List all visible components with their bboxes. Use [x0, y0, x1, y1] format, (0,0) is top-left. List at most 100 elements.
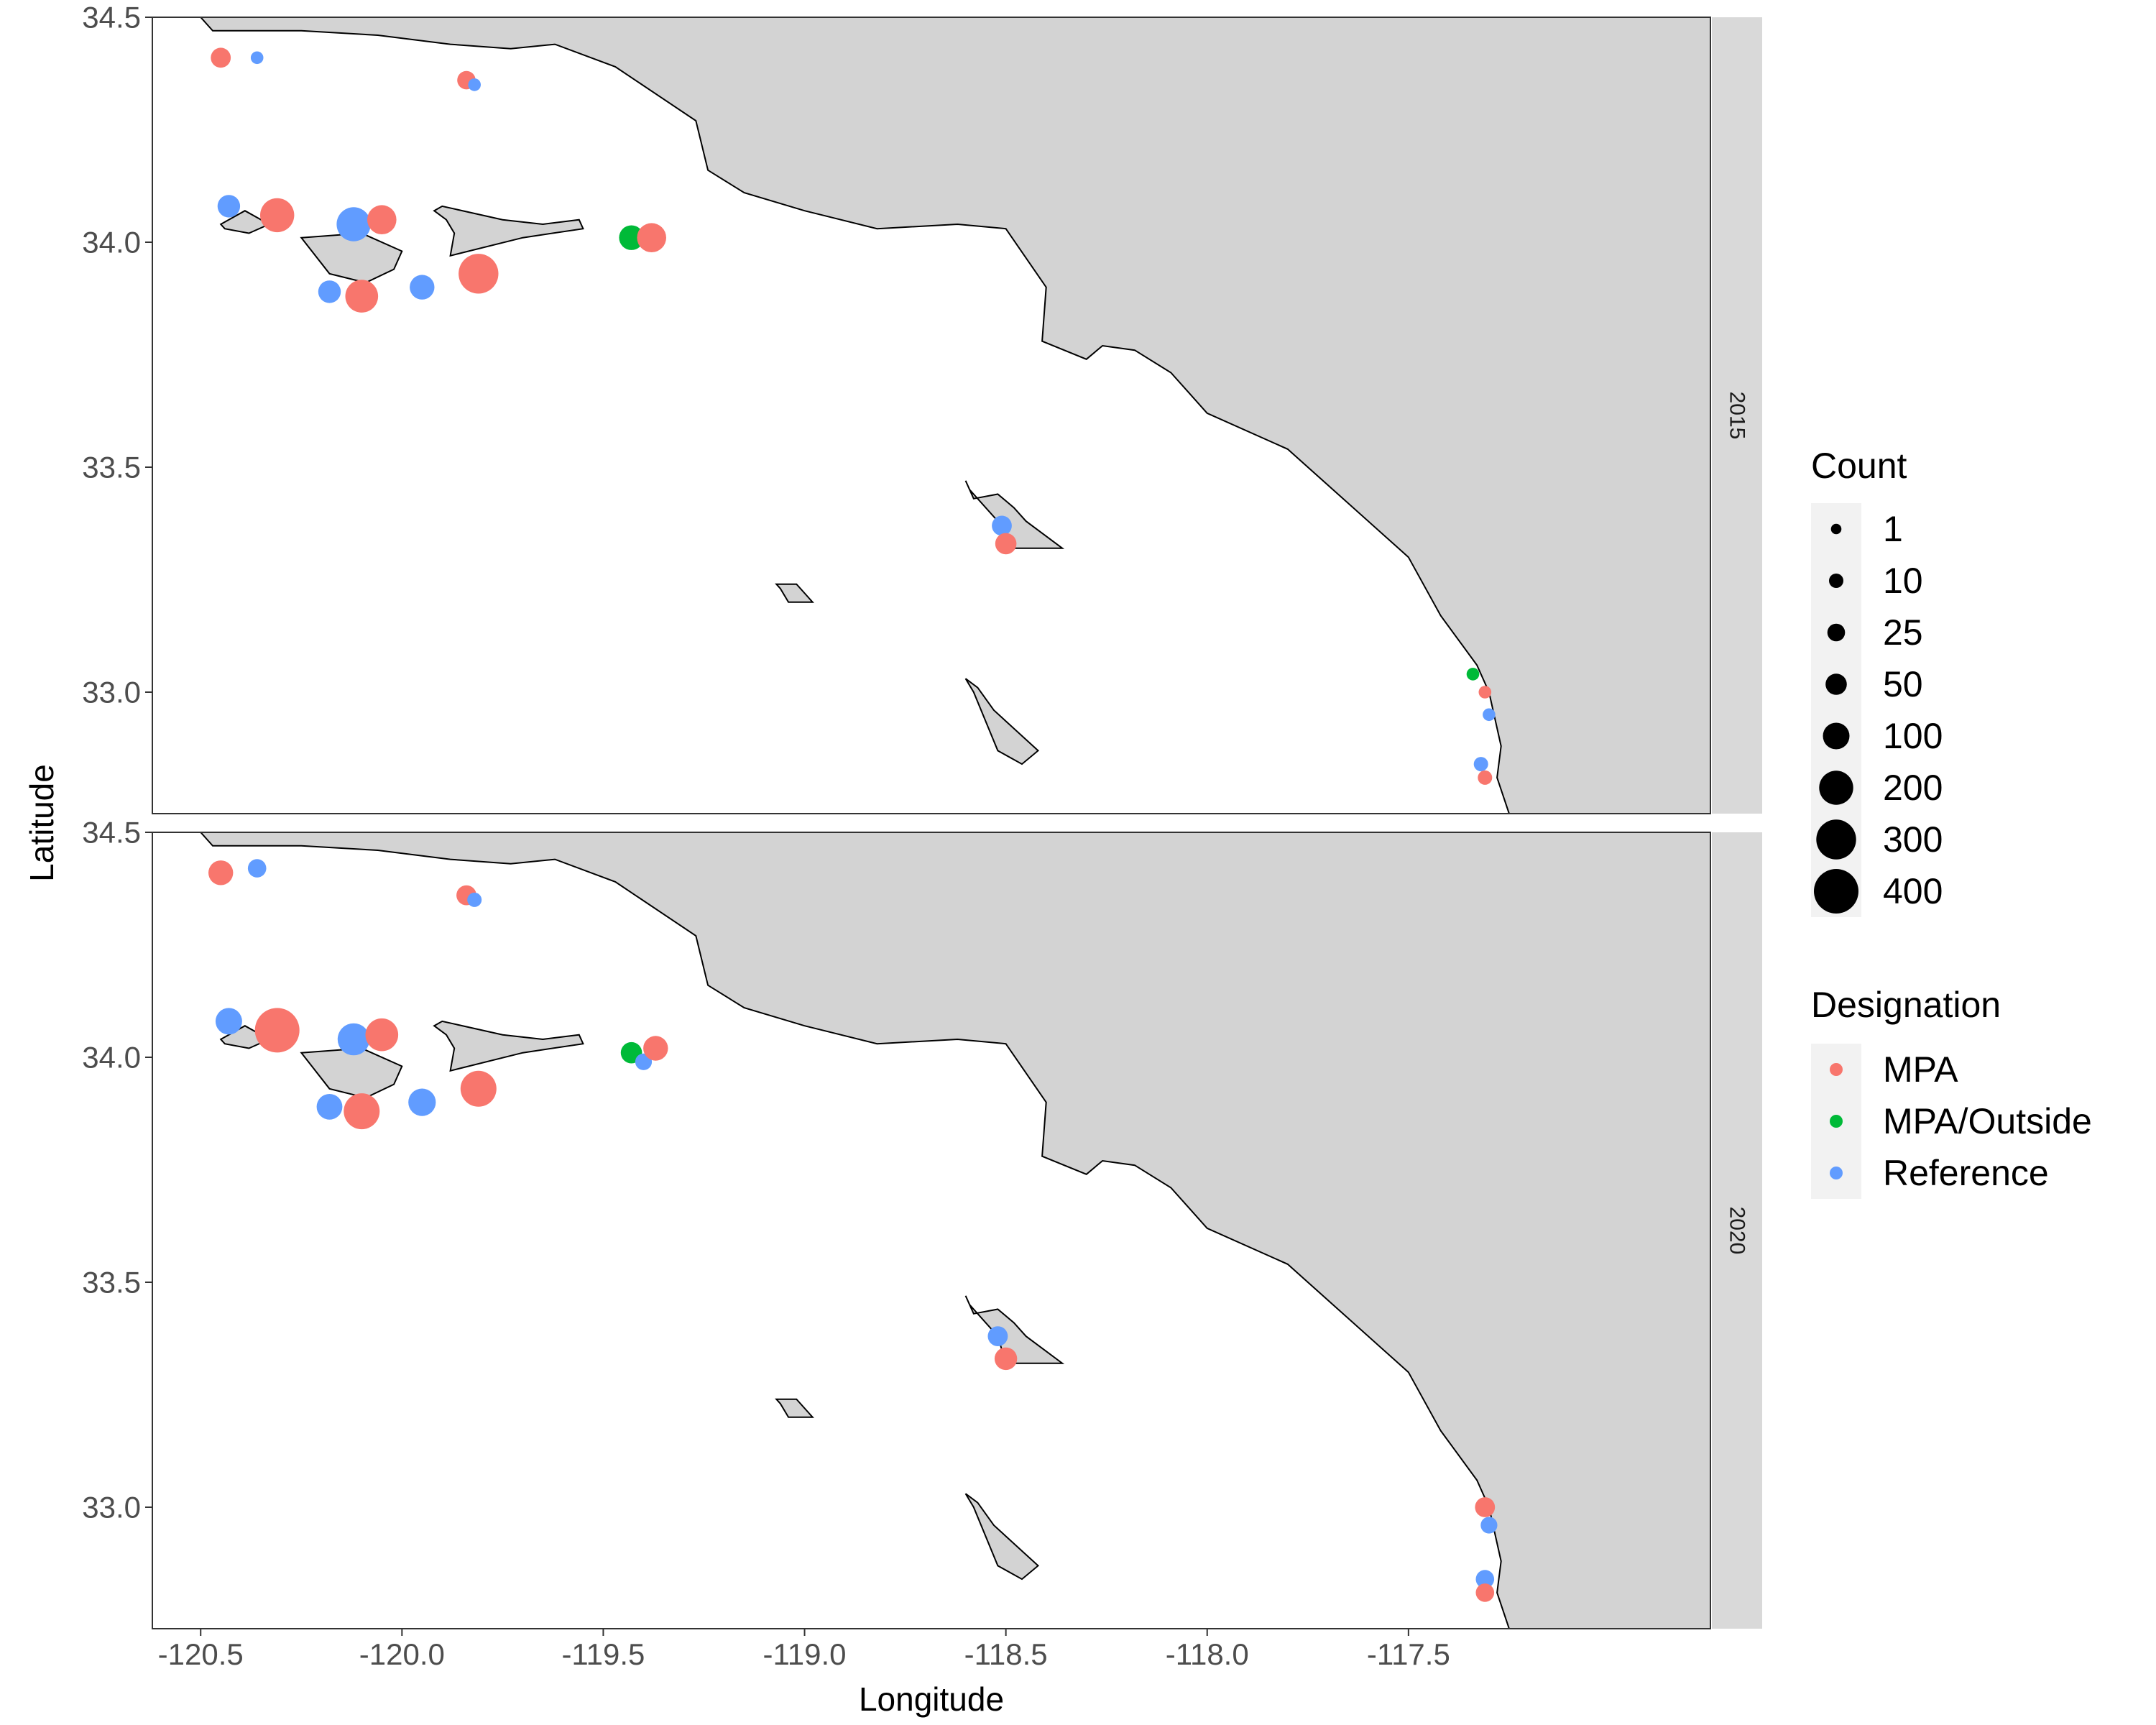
legend-size-label: 50: [1883, 664, 1923, 704]
point-reference: [217, 195, 241, 218]
y-axis-title: Latitude: [23, 764, 60, 882]
legend-title-designation: Designation: [1811, 985, 2001, 1025]
panel-border: [152, 17, 1711, 814]
santa-barbara-island: [775, 1398, 814, 1418]
point-reference: [316, 1094, 343, 1120]
point-reference: [1475, 1570, 1495, 1588]
point-reference: [336, 207, 371, 242]
x-tick-label: -119.5: [561, 1637, 645, 1671]
legend-size-key: [1830, 523, 1842, 535]
legend-size-label: 100: [1883, 716, 1943, 756]
point-reference: [1483, 708, 1496, 722]
x-tick-label: -117.5: [1367, 1637, 1450, 1671]
legend-size-key: [1823, 722, 1850, 750]
y-tick-label: 34.5: [82, 816, 141, 850]
legend-size-label: 400: [1883, 871, 1943, 911]
point-reference: [215, 1008, 242, 1035]
point-mpa: [211, 47, 231, 68]
data-points-2015: [211, 47, 1496, 785]
x-tick-label: -119.0: [763, 1637, 847, 1671]
y-tick-label: 33.0: [82, 675, 141, 709]
x-axis-title: Longitude: [859, 1680, 1004, 1718]
point-mpa: [1475, 1583, 1495, 1602]
legend-color-label: MPA: [1883, 1049, 1958, 1090]
san-miguel-island: [219, 1025, 271, 1049]
santa-catalina-island: [964, 480, 1065, 549]
facet-panel-2020: 2020 33.0 33.5 34.0 34.5: [82, 816, 1762, 1629]
point-mpa: [345, 280, 379, 313]
facet-strip-label: 2015: [1726, 392, 1749, 440]
point-mpa: [1478, 770, 1493, 785]
point-reference: [992, 515, 1012, 536]
point-reference: [410, 275, 435, 300]
legend-color-key: [1830, 1167, 1843, 1179]
legend-size-key: [1825, 673, 1847, 695]
facet-panel-2015: 2015 33.0 33.5 34.0 34.5: [82, 1, 1762, 814]
point-reference: [337, 1023, 370, 1056]
point-mpa: [208, 860, 234, 886]
panel-border: [152, 832, 1711, 1629]
point-mpa: [1475, 1497, 1496, 1517]
legend-size-label: 25: [1883, 612, 1923, 653]
point-mpa: [365, 1018, 399, 1052]
legend: Count 1 10 25 50 100 200 300 400 Designation MPA MP…: [1811, 446, 2092, 1199]
legend-color-key: [1830, 1115, 1843, 1128]
facet-strip: [1712, 832, 1762, 1629]
legend-title-count: Count: [1811, 446, 1907, 486]
santa-catalina-island: [964, 1295, 1065, 1364]
point-mpa-outside: [1466, 668, 1480, 681]
point-mpa: [367, 205, 397, 235]
x-tick-label: -118.5: [964, 1637, 1048, 1671]
facet-panels: 2015 33.0 33.5 34.0 34.5 2020 33.0 33.5 34.0 34.5: [82, 1, 1762, 1629]
san-clemente-island: [964, 678, 1040, 765]
point-mpa: [995, 533, 1017, 555]
point-reference: [468, 78, 481, 91]
x-tick-label: -118.0: [1166, 1637, 1249, 1671]
y-tick-label: 34.0: [82, 225, 141, 259]
facet-strip: [1712, 17, 1762, 814]
legend-size-key: [1827, 623, 1846, 642]
x-tick-label: -120.5: [158, 1637, 244, 1671]
point-reference: [1473, 757, 1488, 772]
point-mpa: [637, 223, 666, 253]
y-tick-label: 34.5: [82, 1, 141, 34]
santa-barbara-island: [775, 583, 814, 603]
legend-color-key: [1830, 1063, 1843, 1076]
point-mpa-outside: [619, 225, 644, 250]
point-mpa: [260, 198, 295, 233]
data-points-2020: [208, 859, 1498, 1602]
point-mpa: [459, 254, 499, 294]
santa-cruz-island: [433, 205, 584, 257]
legend-color-label: MPA/Outside: [1883, 1101, 2092, 1141]
point-mpa: [643, 1036, 668, 1061]
point-reference: [1480, 1517, 1498, 1534]
legend-size-label: 1: [1883, 509, 1903, 549]
point-reference: [250, 51, 264, 65]
point-reference: [408, 1088, 436, 1116]
santa-cruz-island: [433, 1020, 584, 1072]
legend-size-label: 10: [1883, 561, 1923, 601]
y-tick-label: 33.5: [82, 450, 141, 484]
y-tick-label: 33.5: [82, 1265, 141, 1299]
point-reference: [467, 892, 482, 907]
legend-color-label: Reference: [1883, 1153, 2049, 1193]
point-reference: [318, 280, 341, 303]
legend-size-key: [1814, 869, 1858, 914]
x-axis: -120.5 -120.0 -119.5 -119.0 -118.5 -118.0 -117…: [158, 1629, 1450, 1671]
point-mpa: [994, 1347, 1018, 1371]
san-miguel-island: [219, 210, 271, 234]
facet-strip-label: 2020: [1726, 1207, 1749, 1255]
y-tick-label: 33.0: [82, 1490, 141, 1524]
x-tick-label: -120.0: [359, 1637, 445, 1671]
legend-size-label: 300: [1883, 819, 1943, 860]
legend-size-key: [1829, 574, 1843, 588]
legend-size-label: 200: [1883, 768, 1943, 808]
point-mpa: [1478, 686, 1492, 699]
point-mpa: [460, 1070, 497, 1107]
san-clemente-island: [964, 1493, 1040, 1581]
point-mpa: [254, 1008, 300, 1053]
legend-size-key: [1819, 770, 1853, 805]
legend-size-key: [1816, 819, 1856, 860]
point-mpa: [344, 1093, 380, 1130]
